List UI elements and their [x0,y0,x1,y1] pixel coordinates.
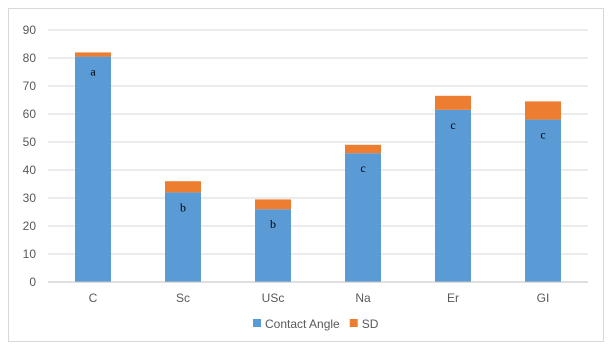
legend: Contact Angle SD [253,317,379,331]
bar-gi-contact-angle [525,119,561,282]
y-tick-label-10: 10 [23,247,37,261]
y-tick-label-0: 0 [29,275,36,289]
data-label-na: c [360,161,365,175]
legend-swatch-contact-angle [253,319,261,327]
data-label-usc: b [270,217,276,231]
y-tick-label-40: 40 [23,163,37,177]
bar-er-sd [435,95,471,110]
y-axis-tick-labels: 0 10 20 30 40 50 60 70 80 90 [23,23,37,289]
data-label-er: c [450,118,455,132]
bar-sc-contact-angle [165,192,201,282]
y-tick-label-30: 30 [23,191,37,205]
category-label-usc: USc [262,291,285,305]
category-label-sc: Sc [176,291,190,305]
category-label-na: Na [355,291,371,305]
bar-gi-sd [525,101,561,120]
bar-na-contact-angle [345,153,381,282]
bar-usc-sd [255,199,291,210]
legend-label-sd: SD [362,317,379,331]
y-tick-label-80: 80 [23,51,37,65]
data-labels: a b b c c c [90,65,545,232]
bar-sc-sd [165,181,201,193]
bars [75,52,561,282]
x-axis-category-labels: C Sc USc Na Er GI [89,291,550,305]
data-label-gi: c [540,128,545,142]
legend-label-contact-angle: Contact Angle [265,317,340,331]
y-tick-label-50: 50 [23,135,37,149]
y-tick-label-60: 60 [23,107,37,121]
bar-c-contact-angle [75,56,111,282]
bar-er-contact-angle [435,109,471,282]
category-label-gi: GI [537,291,550,305]
y-tick-label-70: 70 [23,79,37,93]
category-label-c: C [89,291,98,305]
category-label-er: Er [447,291,459,305]
bar-c-sd [75,52,111,57]
data-label-c: a [90,65,96,79]
data-label-sc: b [180,200,186,214]
bar-usc-contact-angle [255,209,291,282]
gridlines [48,29,588,255]
y-tick-label-90: 90 [23,23,37,37]
y-tick-label-20: 20 [23,219,37,233]
bar-na-sd [345,144,381,154]
legend-swatch-sd [349,319,358,327]
